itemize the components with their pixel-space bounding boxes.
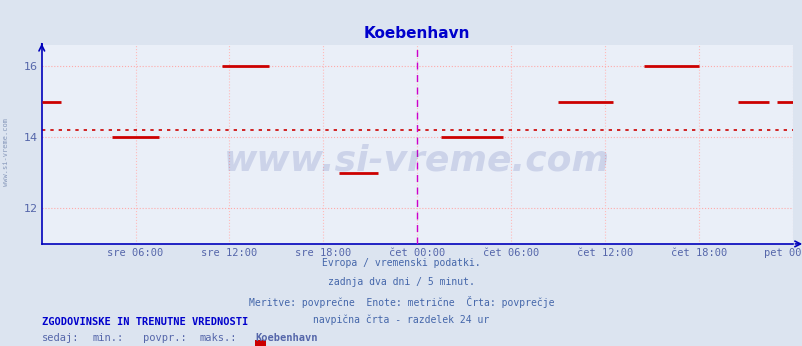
Text: navpična črta - razdelek 24 ur: navpična črta - razdelek 24 ur [313, 315, 489, 325]
Text: maks.:: maks.: [199, 333, 237, 343]
Text: www.si-vreme.com: www.si-vreme.com [3, 118, 10, 186]
Text: Evropa / vremenski podatki.: Evropa / vremenski podatki. [322, 258, 480, 268]
Title: Koebenhavn: Koebenhavn [363, 26, 470, 41]
Text: min.:: min.: [92, 333, 124, 343]
Text: sedaj:: sedaj: [42, 333, 79, 343]
Text: ZGODOVINSKE IN TRENUTNE VREDNOSTI: ZGODOVINSKE IN TRENUTNE VREDNOSTI [42, 317, 248, 327]
Text: www.si-vreme.com: www.si-vreme.com [224, 143, 610, 177]
Text: Koebenhavn: Koebenhavn [255, 333, 318, 343]
Text: Meritve: povprečne  Enote: metrične  Črta: povprečje: Meritve: povprečne Enote: metrične Črta:… [249, 296, 553, 308]
Text: zadnja dva dni / 5 minut.: zadnja dva dni / 5 minut. [328, 277, 474, 287]
Text: povpr.:: povpr.: [143, 333, 186, 343]
